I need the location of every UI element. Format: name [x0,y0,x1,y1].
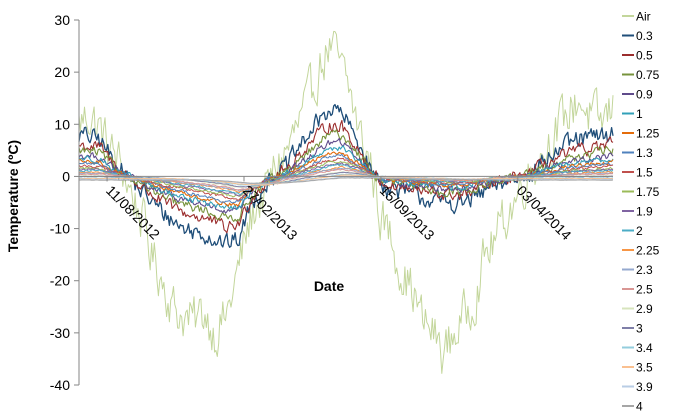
legend-label: Air [636,10,651,24]
legend-item: 1.9 [622,205,653,219]
legend-item: 2 [622,224,643,238]
y-tick-label: 20 [54,64,70,80]
series-line-3-5 [78,174,613,186]
series-line-0-3 [78,103,614,248]
legend-label: 2.25 [636,244,660,258]
legend-label: 1 [636,107,643,121]
legend-item: Air [622,10,651,24]
legend-item: 3 [622,322,643,336]
legend-item: 0.5 [622,49,653,63]
y-tick-label: 30 [54,12,70,28]
x-tick-label: 03/04/2014 [514,182,575,243]
legend-item: 1.3 [622,146,653,160]
series-line-4 [79,177,614,184]
legend-label: 1.9 [636,205,653,219]
y-tick-label: -30 [50,325,70,341]
legend-label: 0.3 [636,29,653,43]
series-line-1-5 [78,157,614,201]
legend-item: 0.9 [622,88,653,102]
y-tick-label: -40 [50,377,70,393]
legend-label: 3.4 [636,341,653,355]
series-layer [78,30,614,374]
legend-label: 0.9 [636,88,653,102]
legend-item: 0.3 [622,29,653,43]
x-axis-label: Date [314,278,345,294]
y-tick-label: -20 [50,273,70,289]
legend-item: 2.3 [622,263,653,277]
legend-label: 1.75 [636,185,660,199]
legend-item: 2.9 [622,302,653,316]
legend-item: 1.5 [622,166,653,180]
legend-item: 1.75 [622,185,660,199]
legend-label: 0.5 [636,49,653,63]
series-line-0-75 [78,129,614,222]
y-tick-label: -10 [50,221,70,237]
legend-label: 3.5 [636,361,653,375]
legend-item: 3.9 [622,380,653,394]
legend-item: 3.5 [622,361,653,375]
legend-item: 2.5 [622,283,653,297]
y-tick-label: 0 [62,168,70,184]
legend-label: 2.3 [636,263,653,277]
legend-item: 4 [622,400,643,414]
legend-label: 3 [636,322,643,336]
legend-label: 2.9 [636,302,653,316]
legend-label: 1.25 [636,127,660,141]
legend-label: 2.5 [636,283,653,297]
legend-label: 1.3 [636,146,653,160]
series-line-air [78,30,614,374]
legend-label: 3.9 [636,380,653,394]
legend-item: 3.4 [622,341,653,355]
legend-label: 2 [636,224,643,238]
legend-item: 0.75 [622,68,660,82]
legend-label: 4 [636,400,643,414]
legend-item: 1.25 [622,127,660,141]
legend-label: 0.75 [636,68,660,82]
legend-label: 1.5 [636,166,653,180]
legend-item: 1 [622,107,643,121]
y-tick-label: 10 [54,116,70,132]
y-axis-label: Temperature (ºC) [5,140,21,252]
legend: Air 0.3 0.5 0.75 0.9 1 1.25 1.3 1.5 1.75 1.9 2 2.25 2… [622,10,660,414]
legend-item: 2.25 [622,244,660,258]
